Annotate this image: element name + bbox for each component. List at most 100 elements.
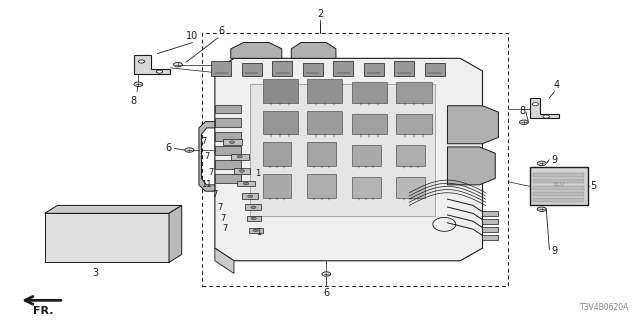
Text: 3: 3 [93,268,99,278]
Bar [262,110,298,134]
Bar [262,79,298,103]
Bar [211,60,232,76]
Bar [241,63,262,76]
Circle shape [244,182,248,185]
Polygon shape [231,43,282,58]
Text: 7: 7 [208,168,214,177]
Text: 4: 4 [554,80,560,90]
Text: 7: 7 [212,190,218,199]
Polygon shape [215,58,483,261]
Bar [483,227,499,232]
Bar [307,110,342,134]
Circle shape [251,217,256,220]
Bar [534,173,584,177]
Polygon shape [45,205,182,213]
Bar [534,198,584,202]
Circle shape [138,60,145,63]
Bar [216,174,241,183]
Bar [307,174,336,197]
Bar [216,132,241,141]
Bar [352,145,381,166]
Circle shape [543,115,549,118]
Bar [303,63,323,76]
Bar [243,193,258,199]
Bar [237,181,255,187]
Bar [424,63,445,76]
Text: 7: 7 [222,224,228,233]
Polygon shape [169,205,182,262]
Bar [534,192,584,196]
Circle shape [173,62,182,67]
Circle shape [239,170,244,172]
Bar [307,79,342,103]
Circle shape [538,207,546,212]
Bar [396,145,425,166]
Text: 8: 8 [130,96,136,106]
Text: 6: 6 [165,142,172,153]
Bar [396,82,431,103]
Polygon shape [447,106,499,144]
Polygon shape [199,122,215,191]
Circle shape [156,70,163,73]
Text: FR.: FR. [33,306,53,316]
Bar [216,146,241,155]
Bar [216,118,241,127]
Text: ECU: ECU [554,182,564,188]
Polygon shape [215,248,234,274]
Bar [45,213,169,262]
Bar [216,105,241,113]
Bar [534,186,584,190]
Text: 7: 7 [220,213,226,223]
Text: 8: 8 [519,106,525,116]
Polygon shape [134,55,170,74]
Text: 2: 2 [317,9,323,19]
Bar [248,228,262,233]
Bar [396,114,431,134]
Bar [216,160,241,169]
Text: 11: 11 [201,180,212,189]
Circle shape [532,103,539,106]
Circle shape [253,229,258,232]
Circle shape [538,161,546,165]
Bar [352,114,387,134]
Bar [272,60,292,76]
Text: 9: 9 [551,246,557,256]
Bar [531,167,588,205]
Circle shape [134,82,143,86]
Bar [483,219,499,224]
Bar [223,139,242,145]
Polygon shape [291,43,336,58]
Text: 6: 6 [323,288,330,298]
Bar [202,33,508,286]
Bar [534,180,584,183]
Text: 5: 5 [590,181,596,191]
Text: 9: 9 [551,155,557,164]
Bar [246,216,260,221]
Bar [364,63,384,76]
Bar [483,211,499,217]
Bar [250,84,435,217]
Circle shape [230,141,235,143]
Polygon shape [531,98,559,118]
Bar [307,142,336,166]
Text: 10: 10 [186,31,198,41]
Circle shape [237,156,243,158]
Bar [483,235,499,240]
Text: 7: 7 [217,203,223,212]
Circle shape [520,120,529,124]
Circle shape [322,272,331,276]
Text: 7: 7 [201,137,207,146]
Polygon shape [447,147,495,185]
Bar [234,168,250,174]
Circle shape [248,195,253,197]
Text: 1: 1 [256,228,262,237]
Bar [262,174,291,197]
Text: 1: 1 [255,169,260,178]
Text: T3V4B0620A: T3V4B0620A [580,303,629,312]
Text: 6: 6 [218,26,224,36]
Bar [246,204,261,210]
Bar [394,60,414,76]
Circle shape [185,148,194,152]
Bar [352,82,387,103]
Bar [231,154,248,160]
